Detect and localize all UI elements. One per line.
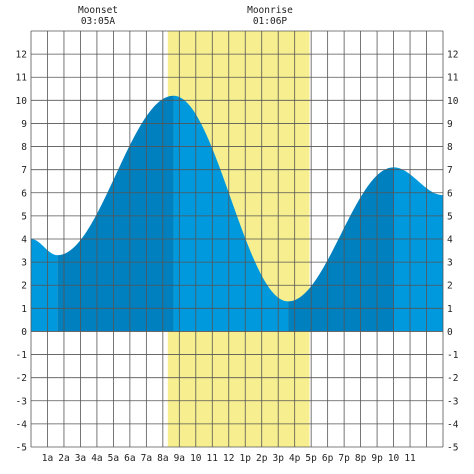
moonset-annotation: Moonset 03:05A bbox=[78, 5, 118, 27]
x-tick-label: 6p bbox=[322, 453, 334, 464]
x-tick-label: 9p bbox=[371, 453, 383, 464]
x-tick-label: 2p bbox=[256, 453, 268, 464]
y-tick-label-left: -1 bbox=[16, 350, 28, 361]
x-tick-label: 10 bbox=[388, 453, 400, 464]
x-tick-label: 12 bbox=[223, 453, 234, 464]
x-tick-label: 10 bbox=[190, 453, 202, 464]
y-tick-label-right: 4 bbox=[447, 235, 453, 246]
y-tick-label-right: 10 bbox=[447, 96, 459, 107]
x-tick-label: 7p bbox=[338, 453, 350, 464]
x-tick-label: 4p bbox=[289, 453, 301, 464]
y-tick-label-right: -1 bbox=[447, 350, 459, 361]
x-tick-label: 6a bbox=[124, 453, 135, 464]
grid-lines bbox=[30, 30, 444, 448]
y-tick-label-left: 5 bbox=[21, 211, 27, 222]
x-tick-label: 3p bbox=[272, 453, 284, 464]
y-tick-label-right: 0 bbox=[447, 327, 453, 338]
y-tick-label-right: 8 bbox=[447, 142, 453, 153]
y-tick-label-left: 1 bbox=[21, 304, 27, 315]
y-tick-label-left: 7 bbox=[21, 165, 27, 176]
y-tick-label-right: -2 bbox=[447, 373, 458, 384]
y-tick-label-right: 9 bbox=[447, 119, 453, 130]
tide-segment bbox=[173, 95, 289, 332]
y-tick-label-left: 8 bbox=[21, 142, 27, 153]
x-tick-label: 5a bbox=[108, 453, 119, 464]
tide-fill bbox=[31, 95, 443, 332]
y-tick-label-right: 3 bbox=[447, 258, 453, 269]
y-tick-label-right: 2 bbox=[447, 281, 453, 292]
x-tick-label: 9a bbox=[174, 453, 185, 464]
moonrise-time: 01:06P bbox=[253, 16, 288, 27]
tide-segment bbox=[288, 167, 394, 332]
y-tick-label-right: -4 bbox=[447, 419, 459, 430]
x-tick-label: 1p bbox=[240, 453, 252, 464]
moonrise-label: Moonrise bbox=[247, 5, 293, 16]
y-tick-label-left: -4 bbox=[16, 419, 28, 430]
moonset-time: 03:05A bbox=[81, 16, 116, 27]
x-tick-label: 3a bbox=[75, 453, 86, 464]
y-tick-label-left: 2 bbox=[21, 281, 27, 292]
x-axis-labels: 1a 2a 3a 4a 5a 6a 7a 8a 9a 10 11 12 1p 2p 3p 4p 5p 6p 7p 8p… bbox=[42, 453, 416, 464]
y-tick-label-left: 9 bbox=[21, 119, 27, 130]
y-tick-label-left: 4 bbox=[21, 235, 27, 246]
y-tick-label-left: 11 bbox=[16, 73, 28, 84]
y-tick-label-left: -2 bbox=[16, 373, 27, 384]
y-tick-label-right: 12 bbox=[447, 50, 458, 61]
y-tick-label-left: 6 bbox=[21, 188, 27, 199]
y-tick-label-left: 3 bbox=[21, 258, 27, 269]
y-tick-label-right: 11 bbox=[447, 73, 459, 84]
y-tick-label-right: 7 bbox=[447, 165, 453, 176]
y-tick-label-right: 6 bbox=[447, 188, 453, 199]
x-tick-label: 8a bbox=[157, 453, 168, 464]
y-tick-label-left: 0 bbox=[21, 327, 27, 338]
moonset-label: Moonset bbox=[78, 5, 118, 16]
y-tick-label-left: 12 bbox=[16, 50, 27, 61]
y-tick-label-right: 1 bbox=[447, 304, 453, 315]
y-tick-label-right: 5 bbox=[447, 211, 453, 222]
x-tick-label: 11 bbox=[404, 453, 416, 464]
x-tick-label: 4a bbox=[91, 453, 102, 464]
x-tick-label: 11 bbox=[207, 453, 219, 464]
tide-segment bbox=[393, 167, 443, 332]
x-tick-label: 2a bbox=[58, 453, 69, 464]
y-tick-label-right: -5 bbox=[447, 443, 458, 454]
y-tick-label-left: -5 bbox=[16, 443, 27, 454]
tide-segment bbox=[57, 95, 174, 332]
y-tick-label-left: 10 bbox=[16, 96, 28, 107]
x-tick-label: 8p bbox=[355, 453, 367, 464]
x-tick-label: 7a bbox=[141, 453, 152, 464]
moonrise-annotation: Moonrise 01:06P bbox=[247, 5, 293, 27]
x-tick-label: 1a bbox=[42, 453, 53, 464]
y-tick-label-right: -3 bbox=[447, 396, 458, 407]
x-tick-label: 5p bbox=[305, 453, 317, 464]
y-tick-label-left: -3 bbox=[16, 396, 27, 407]
